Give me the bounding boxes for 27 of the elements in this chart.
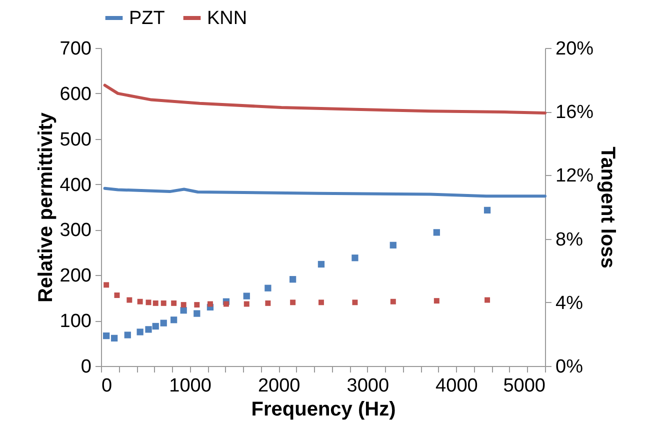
line-series bbox=[103, 84, 546, 114]
y2-tick-label: 4% bbox=[556, 292, 584, 314]
x-tick-label: 4000 bbox=[436, 376, 478, 396]
y-tick-label: 300 bbox=[60, 220, 92, 242]
y-tick-label: 700 bbox=[60, 38, 92, 60]
y-tick-label: 100 bbox=[60, 311, 92, 332]
y-tick-label: 500 bbox=[60, 129, 92, 150]
y-axis-title: Relative permittivity bbox=[34, 112, 57, 303]
x-axis-title: Frequency (Hz) bbox=[251, 398, 396, 420]
y2-tick-label: 16% bbox=[556, 102, 594, 124]
y2-tick-label: 12% bbox=[556, 166, 594, 187]
y-tick-label: 200 bbox=[60, 266, 92, 287]
x-tick-label: 0 bbox=[102, 376, 112, 396]
legend-label: PZT bbox=[129, 8, 166, 29]
y-tick-label: 400 bbox=[60, 174, 92, 196]
x-tick-label: 5000 bbox=[503, 376, 546, 396]
y2-axis-title: Tangent loss bbox=[596, 146, 619, 268]
x-tick-label: 2000 bbox=[258, 376, 300, 396]
y-tick-label: 0 bbox=[80, 356, 92, 378]
x-tick-label: 3000 bbox=[346, 376, 390, 396]
y2-tick-label: 8% bbox=[556, 229, 584, 250]
line-series bbox=[103, 186, 546, 198]
x-tick-label: 1000 bbox=[169, 376, 212, 396]
legend-label: KNN bbox=[207, 8, 248, 29]
y-tick-label: 600 bbox=[60, 84, 92, 105]
y2-tick-label: 0% bbox=[556, 356, 584, 378]
y2-tick-label: 20% bbox=[556, 38, 594, 60]
